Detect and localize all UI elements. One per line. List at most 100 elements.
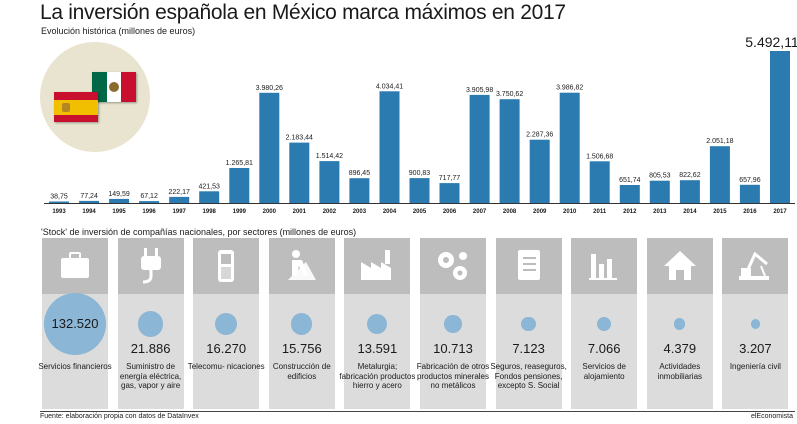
- tick-label-2007: 2007: [473, 209, 487, 215]
- data-label-2011: 1.506,68: [586, 153, 613, 160]
- tick-label-2016: 2016: [743, 209, 757, 215]
- sector-icon-box: [495, 238, 562, 294]
- data-label-2012: 651,74: [619, 177, 641, 184]
- tick-label-2014: 2014: [683, 209, 697, 215]
- sector-icon-box: [193, 238, 260, 294]
- tick-label-1995: 1995: [112, 209, 126, 215]
- data-label-2013: 805,53: [649, 173, 671, 180]
- bar-2007: [469, 94, 490, 203]
- sector-bubble: [44, 293, 106, 355]
- data-label-2007: 3.905,98: [466, 87, 493, 94]
- sector-label: Seguros, reaseguros, Fondos pensiones, e…: [490, 362, 567, 390]
- bar-1994: [79, 200, 100, 203]
- tick-label-2011: 2011: [593, 209, 607, 215]
- data-label-1998: 421,53: [198, 183, 220, 190]
- sector-value: 16.270: [206, 341, 247, 356]
- bar-2013: [649, 180, 670, 203]
- sector-value: 21.886: [130, 341, 171, 356]
- sector-card: 13.591 Metalurgia; fabricación productos …: [339, 238, 415, 409]
- sector-label: Fabricación de otros productos minerales…: [416, 362, 490, 390]
- data-label-1993: 38,75: [50, 194, 68, 201]
- mobile-phone-icon: [218, 250, 235, 282]
- sector-label: Suministro de energía eléctrica, gas, va…: [119, 362, 182, 390]
- sectors-title: 'Stock' de inversión de compañías nacion…: [41, 227, 357, 237]
- sector-bubble: [291, 313, 313, 335]
- sector-icon-box: [42, 238, 108, 294]
- page-title: La inversión española en México marca má…: [40, 1, 566, 24]
- data-label-2009: 2.287,36: [526, 132, 553, 139]
- sector-bubble: [367, 314, 388, 334]
- sector-value: 10.713: [433, 341, 473, 356]
- sector-bubble: [750, 319, 761, 329]
- tick-label-2013: 2013: [653, 209, 667, 215]
- footer-divider: [40, 411, 795, 412]
- sector-icon-box: [344, 238, 411, 294]
- data-label-2005: 900,83: [409, 170, 431, 177]
- sector-icon-box: [646, 238, 713, 294]
- tick-label-2003: 2003: [353, 209, 367, 215]
- tick-label-2012: 2012: [623, 209, 637, 215]
- bar-1997: [169, 196, 190, 203]
- tick-label-1996: 1996: [142, 209, 156, 215]
- sector-bubble: [674, 318, 686, 330]
- sector-icon-box: [571, 238, 638, 294]
- bar-1998: [199, 191, 220, 203]
- sector-card: 16.270 Telecomu- nicaciones: [188, 238, 265, 409]
- flags-badge: [40, 42, 150, 152]
- data-label-2016: 657,96: [739, 177, 761, 184]
- construction-worker-icon: [287, 250, 316, 280]
- data-label-1999: 1.265,81: [226, 160, 253, 167]
- sector-bubble: [215, 313, 237, 335]
- bar-chart-icon: [589, 254, 618, 280]
- bar-1999: [229, 168, 250, 203]
- sector-value: 132.520: [51, 316, 99, 331]
- house-icon: [663, 251, 696, 280]
- tick-label-2005: 2005: [413, 209, 427, 215]
- data-label-2015: 2.051,18: [706, 138, 733, 145]
- sector-bubble: [521, 316, 536, 332]
- bar-2017: [770, 51, 790, 203]
- bar-2014: [679, 180, 700, 203]
- sector-value: 3.207: [739, 341, 772, 356]
- data-label-2001: 2.183,44: [286, 135, 313, 142]
- tick-label-2006: 2006: [443, 209, 457, 215]
- bar-2010: [559, 92, 580, 203]
- tick-label-2000: 2000: [263, 209, 277, 215]
- data-label-2004: 4.034,41: [376, 83, 403, 90]
- plug-icon: [140, 248, 161, 284]
- sector-label: Ingeniería civil: [729, 362, 781, 371]
- tick-label-2015: 2015: [713, 209, 727, 215]
- mexico-emblem-icon: [109, 82, 119, 92]
- spain-flag-icon: [54, 92, 98, 122]
- briefcase-icon: [61, 252, 89, 278]
- sector-card: 4.379 Actividades inmobiliarias: [646, 238, 713, 409]
- tick-label-1998: 1998: [203, 209, 217, 215]
- bar-2002: [319, 161, 340, 203]
- bar-2001: [289, 142, 310, 203]
- sector-bubble: [596, 316, 612, 332]
- sector-label: Servicios de alojamiento: [582, 362, 626, 381]
- source-note: Fuente: elaboración propia con datos de …: [40, 413, 199, 420]
- bar-2008: [499, 99, 520, 203]
- sector-icon-box: [420, 238, 486, 294]
- sector-value: 4.379: [663, 341, 697, 356]
- bar-2003: [349, 178, 370, 203]
- tick-label-2001: 2001: [293, 209, 307, 215]
- bar-2016: [739, 184, 760, 203]
- factory-icon: [361, 250, 392, 280]
- sector-icon-box: [117, 238, 184, 294]
- sector-value: 15.756: [281, 341, 322, 356]
- mexico-flag-icon: [92, 72, 137, 102]
- sector-card: 15.756 Construcción de edificios: [268, 238, 335, 409]
- data-label-2017: 5.492,11: [745, 34, 797, 50]
- sector-card: 132.520 Servicios financieros: [38, 238, 112, 409]
- data-label-1996: 67,12: [140, 193, 158, 200]
- sector-card: 3.207 Ingeniería civil: [722, 238, 789, 409]
- data-label-2008: 3.750,62: [496, 91, 523, 98]
- sector-value: 7.123: [512, 341, 545, 356]
- bar-2009: [529, 139, 550, 203]
- bar-2005: [409, 178, 430, 203]
- crane-icon: [739, 251, 770, 280]
- brand-logo: elEconomista: [750, 413, 793, 420]
- data-label-2010: 3.986,82: [556, 85, 583, 92]
